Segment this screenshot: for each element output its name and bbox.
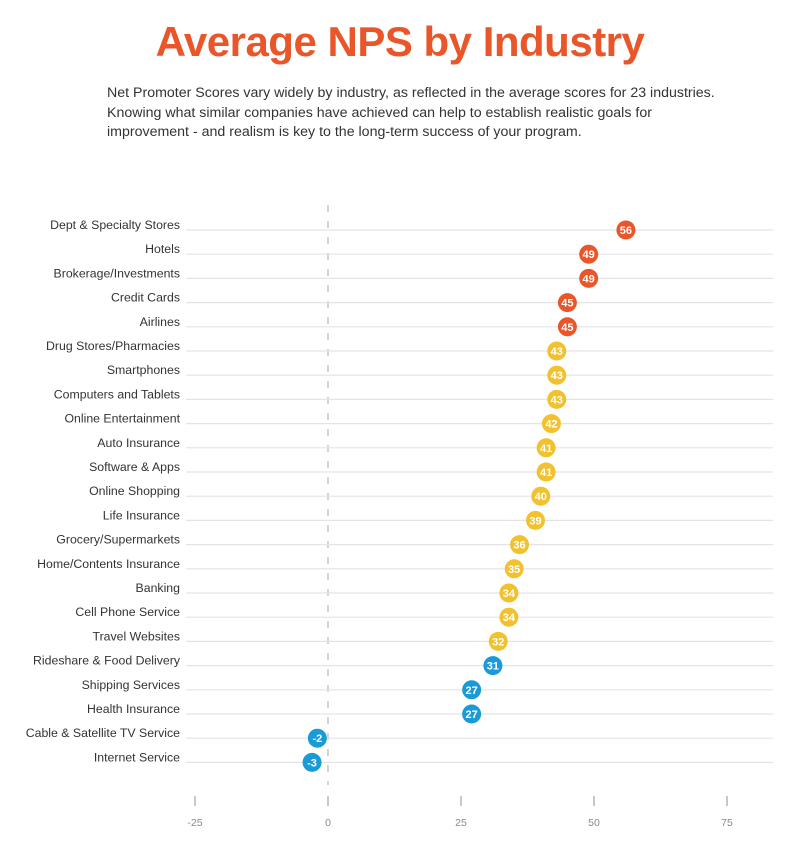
data-label: 27 [466, 709, 478, 721]
x-tick-label: 25 [455, 817, 467, 829]
data-label: 43 [551, 370, 563, 382]
data-point [499, 607, 519, 627]
category-label: Credit Cards [111, 291, 180, 305]
data-point [536, 462, 556, 482]
data-point [510, 535, 530, 555]
data-label: 27 [466, 685, 478, 697]
data-point [531, 486, 551, 506]
category-label: Brokerage/Investments [54, 266, 180, 280]
category-label: Home/Contents Insurance [37, 557, 180, 571]
data-point [307, 728, 327, 748]
data-label: 32 [492, 636, 504, 648]
data-label: 42 [545, 419, 557, 431]
data-label: 34 [503, 612, 516, 624]
data-label: 56 [620, 225, 632, 237]
x-tick-label: 75 [721, 817, 733, 829]
data-point [579, 244, 599, 264]
chart-subtitle: Net Promoter Scores vary widely by indus… [107, 85, 715, 140]
data-point [557, 293, 577, 313]
data-label: 45 [561, 322, 573, 334]
data-point [483, 656, 503, 676]
data-label: 45 [561, 298, 573, 310]
category-label: Banking [136, 581, 181, 595]
category-label: Software & Apps [89, 460, 180, 474]
data-label: 40 [535, 491, 547, 503]
data-point [525, 510, 545, 530]
x-tick-label: -25 [187, 817, 202, 829]
data-label: 34 [503, 588, 516, 600]
chart-title: Average NPS by Industry [155, 18, 645, 65]
category-label: Shipping Services [82, 678, 180, 692]
data-point [541, 414, 561, 434]
data-point [499, 583, 519, 603]
category-label: Rideshare & Food Delivery [33, 654, 181, 668]
category-label: Travel Websites [93, 629, 180, 643]
data-label: 43 [551, 346, 563, 358]
category-label: Health Insurance [87, 702, 180, 716]
category-label: Smartphones [107, 363, 180, 377]
x-tick-label: 50 [588, 817, 600, 829]
category-label: Online Entertainment [64, 412, 180, 426]
data-point [462, 704, 482, 724]
data-label: 41 [540, 443, 552, 455]
data-point [616, 220, 636, 240]
category-label: Hotels [145, 242, 180, 256]
data-label: 39 [529, 515, 541, 527]
category-label: Auto Insurance [97, 436, 180, 450]
category-label: Drug Stores/Pharmacies [46, 339, 180, 353]
category-label: Cable & Satellite TV Service [26, 726, 180, 740]
x-tick-label: 0 [325, 817, 331, 829]
data-point [488, 631, 508, 651]
category-label: Grocery/Supermarkets [56, 533, 180, 547]
category-label: Life Insurance [103, 508, 180, 522]
data-point [579, 268, 599, 288]
data-point [302, 752, 322, 772]
category-label: Online Shopping [89, 484, 180, 498]
data-label: 36 [513, 540, 525, 552]
data-point [557, 317, 577, 337]
data-label: 41 [540, 467, 552, 479]
data-label: -3 [307, 757, 317, 769]
category-label: Airlines [140, 315, 180, 329]
data-point [547, 341, 567, 361]
data-label: 31 [487, 661, 499, 673]
data-point [462, 680, 482, 700]
category-label: Dept & Specialty Stores [50, 218, 180, 232]
data-point [547, 389, 567, 409]
data-label: 43 [551, 394, 563, 406]
data-point [504, 559, 524, 579]
data-label: 35 [508, 564, 520, 576]
data-point [547, 365, 567, 385]
category-label: Internet Service [94, 750, 180, 764]
category-label: Cell Phone Service [75, 605, 180, 619]
data-point [536, 438, 556, 458]
category-label: Computers and Tablets [54, 387, 180, 401]
data-label: 49 [583, 273, 595, 285]
data-label: -2 [312, 733, 322, 745]
data-label: 49 [583, 249, 595, 261]
